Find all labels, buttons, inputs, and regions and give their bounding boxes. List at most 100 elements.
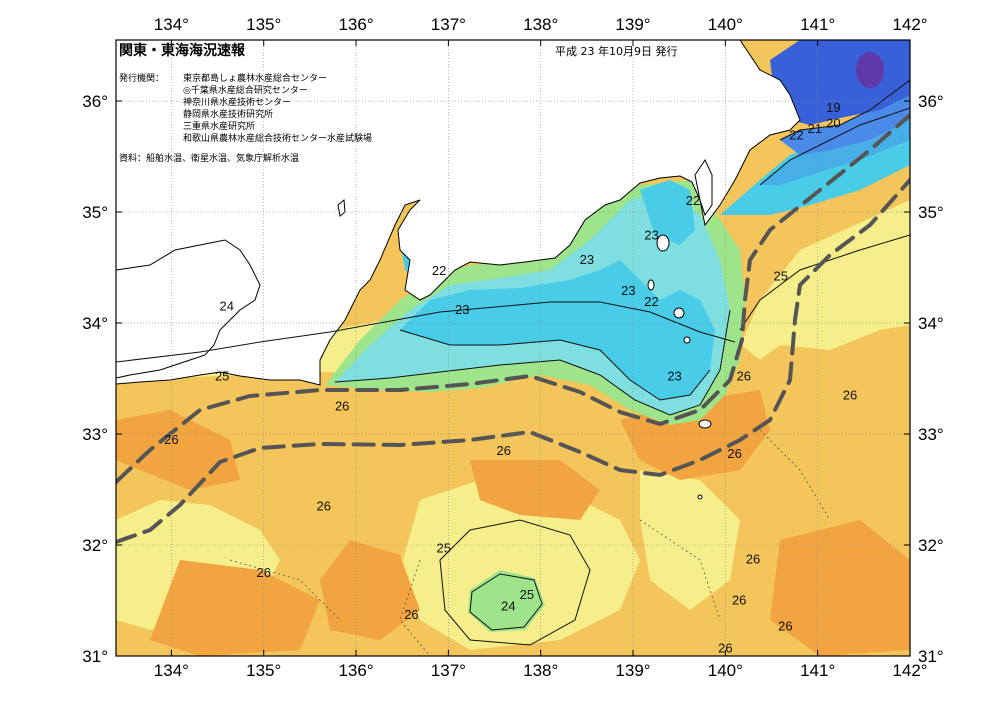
isotherm-label: 21	[808, 121, 822, 136]
lon-label-bottom: 137°	[431, 661, 466, 680]
zone-22-sagami	[640, 180, 695, 245]
issuer-name: ◎千葉県水産総合研究センター	[183, 84, 308, 96]
lat-label-left: 35°	[82, 203, 108, 222]
lon-label-bottom: 141°	[800, 661, 835, 680]
zone-20	[780, 80, 910, 155]
issuer-name: 静岡県水産技術研究所	[183, 108, 273, 120]
isotherm-label: 26	[335, 398, 349, 413]
isotherm-label: 26	[404, 607, 418, 622]
data-source: 資料：船舶水温、衛星水温、気象庁解析水温	[119, 152, 299, 164]
isotherm-label: 22	[432, 263, 446, 278]
isotherm-dotted-4	[229, 559, 341, 621]
lon-label-bottom: 134°	[154, 661, 189, 680]
lon-label-top: 140°	[708, 15, 743, 34]
isotherm-25-eddy	[439, 519, 591, 646]
isotherm-dotted-1	[399, 559, 431, 656]
isotherm-24-eddy	[469, 573, 543, 631]
isotherm-label: 26	[718, 640, 732, 655]
isotherm-label: 26	[256, 565, 270, 580]
zone-27c	[320, 540, 420, 640]
lon-label-bottom: 138°	[523, 661, 558, 680]
isotherm-label: 26	[843, 387, 857, 402]
island-hachijo	[698, 419, 712, 429]
isotherm-21-line	[759, 107, 910, 186]
land-sagami-detail	[694, 158, 713, 217]
lat-label-right: 35°	[918, 203, 944, 222]
isotherm-label: 23	[455, 302, 469, 317]
isotherm-label: 23	[621, 283, 635, 298]
land-awaji-shikoku	[116, 239, 261, 379]
lon-label-top: 134°	[154, 15, 189, 34]
isotherm-label: 24	[220, 299, 234, 314]
issue-date: 平成 23 年10月9日 発行	[555, 44, 677, 58]
isotherm-label: 20	[826, 115, 840, 130]
lat-label-right: 32°	[918, 536, 944, 555]
isotherm-25-east	[739, 234, 910, 331]
isotherm-label: 25	[774, 269, 788, 284]
issuer-name: 東京都島しょ農林水産総合センター	[183, 72, 327, 84]
zone-27a	[116, 410, 240, 490]
isotherm-label: 23	[644, 228, 658, 243]
isotherm-label: 24	[501, 598, 515, 613]
zone-25c	[400, 480, 640, 650]
issuer-name: 三重県水産研究所	[183, 120, 255, 132]
isotherm-23-line	[334, 309, 731, 416]
isotherm-22-line	[399, 329, 711, 401]
zone-25d	[640, 470, 740, 610]
isotherm-label: 26	[778, 618, 792, 633]
isotherm-label: 23	[580, 252, 594, 267]
lat-label-left: 36°	[82, 92, 108, 111]
isotherm-label: 22	[789, 128, 803, 143]
isotherm-20-line	[779, 79, 910, 141]
isotherm-label: 26	[316, 498, 330, 513]
land-japan	[116, 40, 801, 386]
lat-label-left: 33°	[82, 425, 108, 444]
isotherm-label: 25	[520, 587, 534, 602]
isotherm-label: 26	[746, 552, 760, 567]
lon-label-top: 141°	[800, 15, 835, 34]
lat-label-right: 33°	[918, 425, 944, 444]
lat-label-right: 34°	[918, 314, 944, 333]
map-title: 関東・東海海況速報	[119, 42, 246, 59]
lat-label-left: 32°	[82, 536, 108, 555]
lon-label-top: 136°	[338, 15, 373, 34]
isotherm-label: 26	[164, 432, 178, 447]
isotherm-dotted-3	[759, 429, 831, 521]
island-niijima	[647, 279, 655, 291]
kuroshio-axis-south	[116, 178, 910, 544]
lon-label-top: 142°	[892, 15, 927, 34]
issuer-label: 発行機関：	[119, 72, 164, 84]
lon-label-bottom: 136°	[338, 661, 373, 680]
lon-label-bottom: 135°	[246, 661, 281, 680]
isotherm-label: 26	[732, 593, 746, 608]
issuer-name: 和歌山県農林水産総合技術センター水産試験場	[183, 132, 372, 144]
isotherm-label: 25	[215, 369, 229, 384]
zone-27e	[770, 520, 910, 656]
isotherm-label: 22	[644, 294, 658, 309]
lon-label-bottom: 142°	[892, 661, 927, 680]
zone-18-core	[856, 52, 884, 88]
map-frame	[115, 39, 911, 657]
island-aogashima	[697, 494, 703, 500]
isotherm-label: 19	[826, 100, 840, 115]
isotherm-label: 23	[667, 369, 681, 384]
island-oshima	[656, 234, 670, 252]
island-mikura	[683, 336, 691, 344]
isotherm-label: 25	[437, 541, 451, 556]
isotherm-label: 26	[497, 443, 511, 458]
lon-label-top: 139°	[615, 15, 650, 34]
lat-label-right: 36°	[918, 92, 944, 111]
isotherm-label: 22	[686, 193, 700, 208]
zone-27b	[150, 560, 320, 656]
lon-label-bottom: 139°	[615, 661, 650, 680]
lon-label-top: 135°	[246, 15, 281, 34]
isotherm-25-line	[116, 301, 736, 363]
island-miyake	[673, 307, 685, 319]
lon-label-bottom: 140°	[708, 661, 743, 680]
isotherm-label: 26	[737, 369, 751, 384]
zone-22	[400, 260, 715, 400]
lat-label-left: 31°	[82, 647, 108, 666]
issuer-name: 神奈川県水産技術センター	[183, 96, 291, 108]
kuroshio-axis-north	[116, 113, 910, 484]
